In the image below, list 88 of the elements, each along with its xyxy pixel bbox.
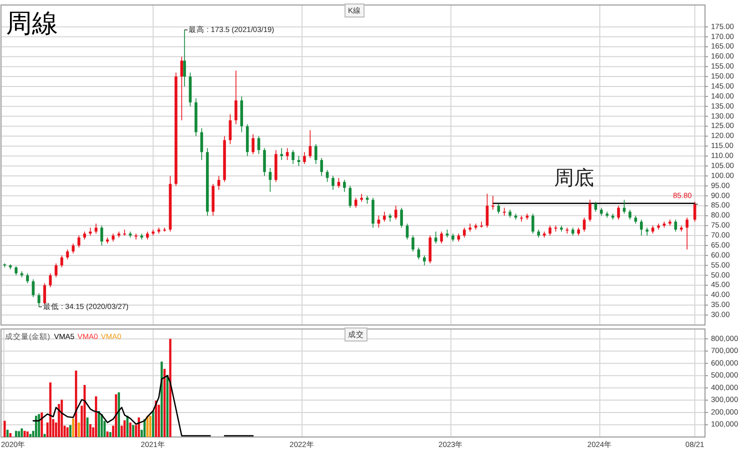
bar (4, 420, 6, 437)
candlestick (417, 247, 420, 260)
bar (20, 428, 23, 437)
candlestick (200, 128, 204, 160)
candlestick (123, 229, 126, 236)
candlestick (180, 56, 184, 121)
bar (100, 414, 103, 437)
bar (169, 338, 172, 437)
candlestick (480, 221, 483, 228)
candlestick (497, 203, 500, 214)
bar (24, 430, 26, 437)
chart-title: 周線 (6, 8, 58, 38)
candlestick (582, 217, 586, 232)
bar (78, 422, 80, 437)
candlestick (268, 168, 272, 192)
candlestick (686, 217, 688, 250)
candlestick (326, 170, 329, 182)
bar (160, 362, 163, 437)
candlestick (354, 197, 358, 208)
candlestick (360, 193, 363, 202)
candlestick (292, 150, 294, 164)
bar (109, 432, 112, 437)
candlestick (422, 255, 426, 266)
candlestick (348, 185, 352, 208)
candlestick (566, 227, 569, 234)
bar (72, 418, 74, 437)
candlestick (674, 219, 678, 232)
candlestick (646, 227, 648, 236)
bar (106, 431, 109, 437)
annotation: 周底 (554, 168, 594, 190)
candlestick (520, 215, 523, 222)
candlestick (100, 225, 104, 246)
candlestick (486, 193, 489, 228)
candlestick (66, 249, 69, 260)
candlestick (60, 255, 64, 268)
candlestick (628, 209, 632, 220)
candlestick (234, 70, 238, 125)
candlestick (394, 205, 398, 220)
candlestick (440, 231, 443, 244)
candlestick (588, 199, 592, 222)
bar (123, 420, 126, 437)
candlestick (320, 158, 323, 176)
candlestick (43, 282, 46, 305)
bar (40, 412, 43, 437)
candlestick (94, 223, 98, 234)
candlestick (303, 152, 306, 164)
candlestick (383, 211, 386, 222)
candlestick (163, 227, 166, 232)
bar (158, 404, 160, 437)
bar (149, 416, 152, 437)
candlestick (217, 176, 220, 190)
candlestick (400, 207, 403, 228)
candlestick (406, 223, 409, 240)
bar (60, 400, 63, 437)
candlestick (531, 213, 534, 234)
candlestick (617, 205, 620, 220)
candlestick (252, 134, 254, 154)
bar (129, 422, 132, 437)
bar (9, 433, 12, 437)
candlestick (412, 235, 414, 252)
candlestick (343, 180, 346, 192)
candlestick (54, 262, 58, 278)
bar (26, 431, 29, 437)
candlestick (297, 156, 300, 166)
candlestick (78, 235, 80, 248)
candlestick (548, 225, 552, 236)
candlestick (48, 272, 52, 288)
candlestick (640, 219, 643, 236)
candlestick (492, 195, 494, 210)
bar (69, 425, 72, 437)
candlestick (72, 243, 75, 254)
candlestick (280, 148, 284, 160)
candlestick (372, 197, 374, 228)
bar (89, 424, 92, 437)
candlestick (308, 130, 312, 158)
candlestick (468, 223, 472, 232)
candlestick (263, 148, 266, 176)
bar (132, 425, 134, 437)
candlestick (332, 176, 334, 190)
candlestick (388, 213, 392, 222)
candlestick (257, 136, 260, 154)
candlestick (314, 144, 318, 164)
candlestick (428, 235, 432, 264)
candlestick (134, 233, 138, 240)
bar (86, 417, 89, 437)
candlestick (462, 227, 466, 238)
candlestick (26, 272, 29, 284)
bar (18, 431, 20, 437)
